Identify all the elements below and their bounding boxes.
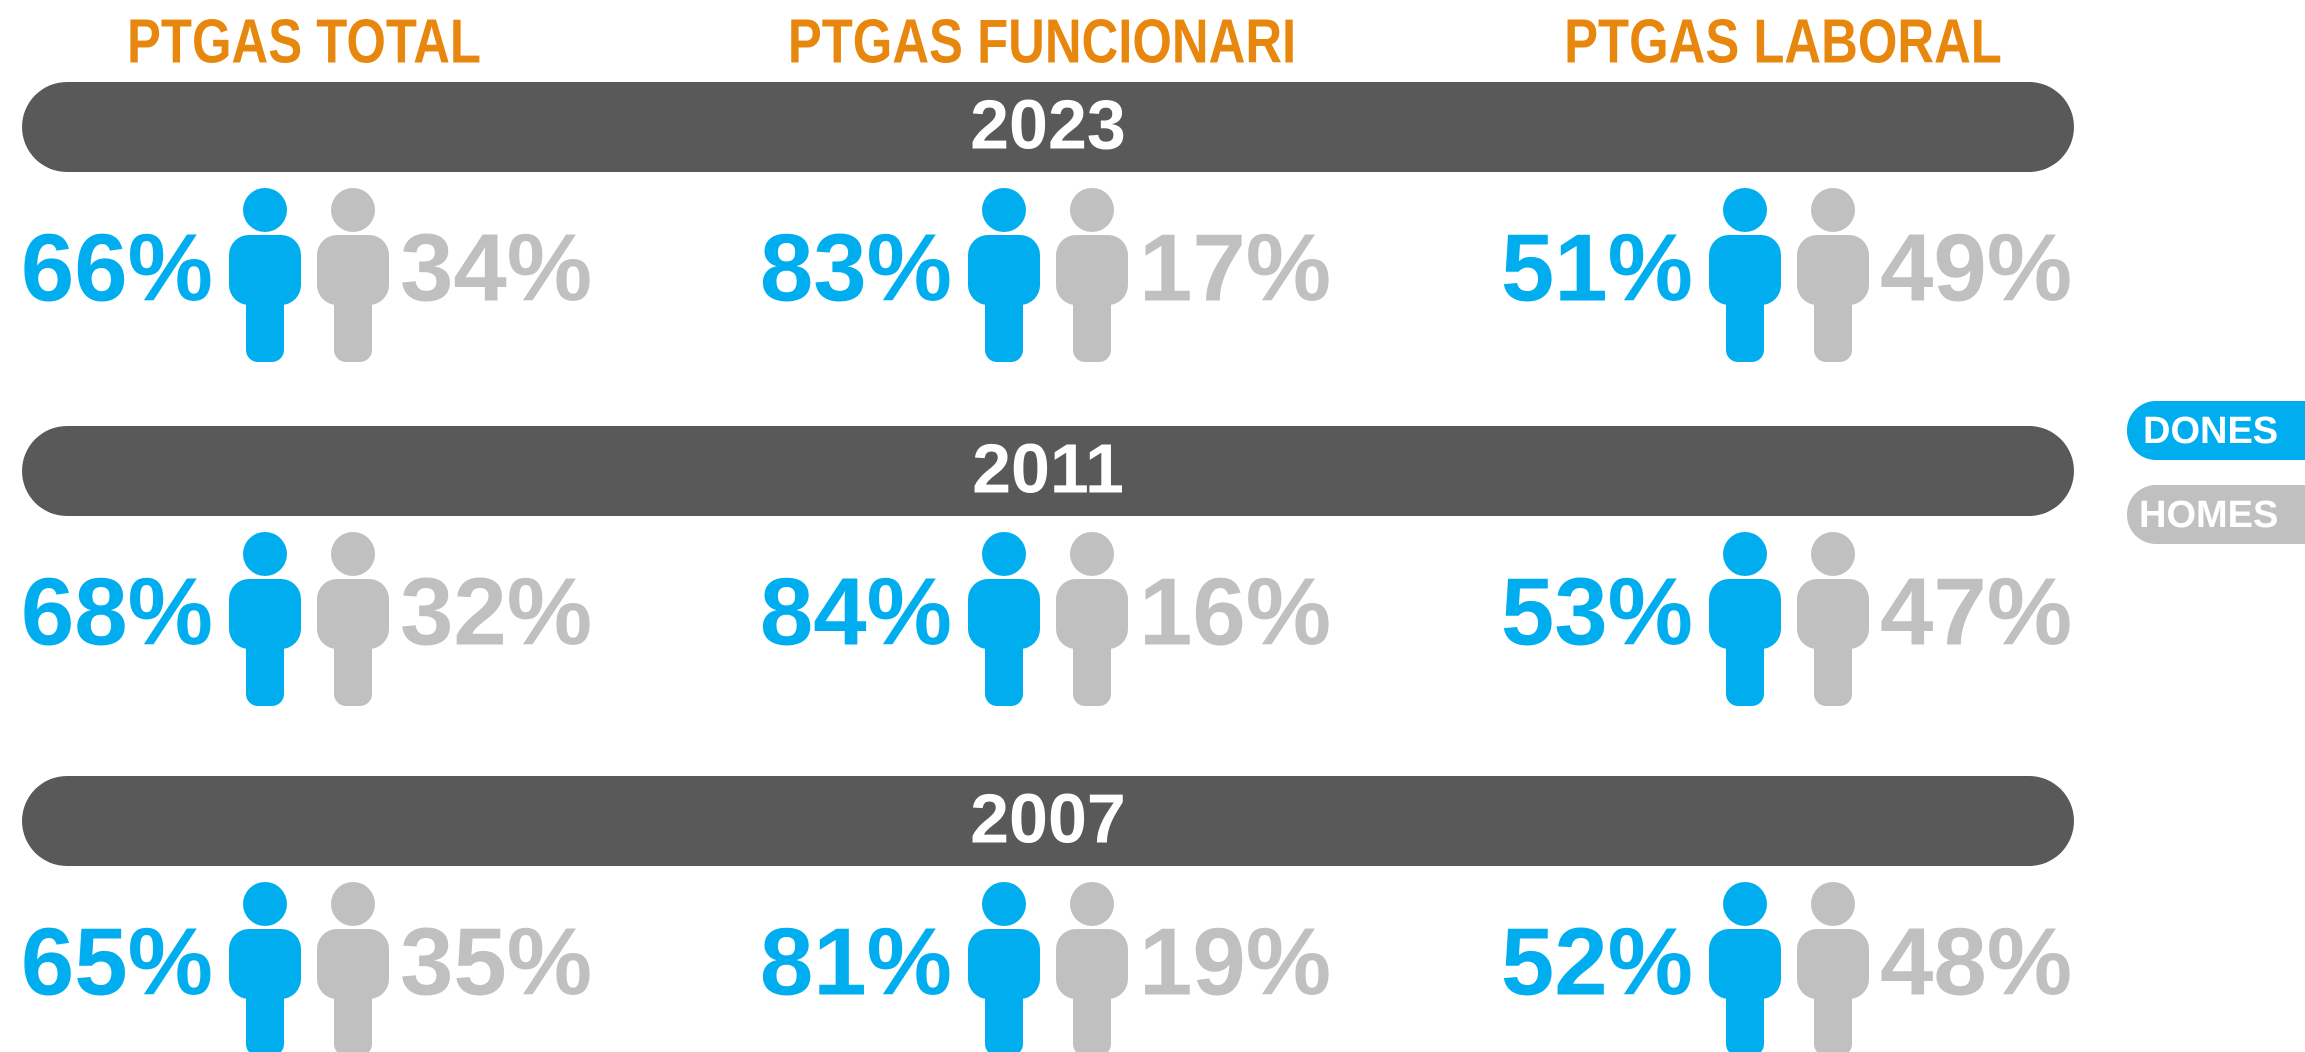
women-percent: 83% bbox=[760, 214, 952, 321]
person-legs bbox=[985, 270, 1023, 362]
person-icon bbox=[229, 188, 301, 362]
person-legs bbox=[1073, 270, 1111, 362]
year-label: 2023 bbox=[970, 85, 1126, 163]
person-legs bbox=[246, 270, 284, 362]
person-legs bbox=[1814, 614, 1852, 706]
person-legs bbox=[1726, 614, 1764, 706]
column-title: PTGAS TOTAL bbox=[127, 8, 481, 77]
men-percent: 16% bbox=[1139, 558, 1331, 665]
person-head bbox=[982, 188, 1026, 232]
person-legs bbox=[334, 270, 372, 362]
men-percent: 35% bbox=[400, 908, 592, 1015]
person-icon bbox=[1056, 532, 1128, 706]
person-icon bbox=[317, 532, 389, 706]
person-head bbox=[331, 882, 375, 926]
person-icon bbox=[1056, 882, 1128, 1052]
men-percent: 17% bbox=[1139, 214, 1331, 321]
men-percent: 34% bbox=[400, 214, 592, 321]
person-legs bbox=[334, 614, 372, 706]
person-icon bbox=[317, 188, 389, 362]
person-legs bbox=[246, 614, 284, 706]
person-legs bbox=[334, 964, 372, 1052]
person-icon bbox=[1797, 882, 1869, 1052]
legend-men: HOMES bbox=[2139, 494, 2278, 536]
person-icon bbox=[1056, 188, 1128, 362]
person-icon bbox=[229, 882, 301, 1052]
person-legs bbox=[1073, 964, 1111, 1052]
person-head bbox=[243, 532, 287, 576]
person-legs bbox=[1814, 270, 1852, 362]
women-percent: 66% bbox=[21, 214, 213, 321]
women-percent: 68% bbox=[21, 558, 213, 665]
person-icon bbox=[317, 882, 389, 1052]
person-head bbox=[1723, 532, 1767, 576]
person-legs bbox=[1726, 964, 1764, 1052]
year-label: 2011 bbox=[972, 429, 1124, 507]
person-icon bbox=[1709, 532, 1781, 706]
year-bar bbox=[22, 776, 2074, 866]
person-head bbox=[982, 532, 1026, 576]
men-percent: 32% bbox=[400, 558, 592, 665]
person-head bbox=[1070, 188, 1114, 232]
person-icon bbox=[968, 882, 1040, 1052]
person-legs bbox=[985, 964, 1023, 1052]
year-label: 2007 bbox=[970, 779, 1126, 857]
person-head bbox=[1723, 882, 1767, 926]
person-legs bbox=[985, 614, 1023, 706]
person-head bbox=[243, 188, 287, 232]
legend-men-pill bbox=[2127, 485, 2305, 544]
person-icon bbox=[1797, 188, 1869, 362]
person-head bbox=[1811, 882, 1855, 926]
men-percent: 49% bbox=[1880, 214, 2072, 321]
column-title: PTGAS FUNCIONARI bbox=[788, 8, 1296, 77]
women-percent: 81% bbox=[760, 908, 952, 1015]
person-head bbox=[331, 188, 375, 232]
women-percent: 65% bbox=[21, 908, 213, 1015]
person-head bbox=[243, 882, 287, 926]
women-percent: 53% bbox=[1501, 558, 1693, 665]
men-percent: 48% bbox=[1880, 908, 2072, 1015]
women-percent: 51% bbox=[1501, 214, 1693, 321]
person-legs bbox=[1814, 964, 1852, 1052]
person-legs bbox=[246, 964, 284, 1052]
year-bar bbox=[22, 426, 2074, 516]
women-percent: 84% bbox=[760, 558, 952, 665]
legend-women: DONES bbox=[2143, 410, 2278, 452]
women-percent: 52% bbox=[1501, 908, 1693, 1015]
person-legs bbox=[1726, 270, 1764, 362]
person-icon bbox=[1709, 882, 1781, 1052]
person-head bbox=[1811, 532, 1855, 576]
person-head bbox=[1811, 188, 1855, 232]
year-bar bbox=[22, 82, 2074, 172]
person-head bbox=[331, 532, 375, 576]
column-title: PTGAS LABORAL bbox=[1564, 8, 2002, 77]
person-icon bbox=[968, 532, 1040, 706]
person-icon bbox=[1797, 532, 1869, 706]
men-percent: 19% bbox=[1139, 908, 1331, 1015]
person-icon bbox=[968, 188, 1040, 362]
person-head bbox=[982, 882, 1026, 926]
person-legs bbox=[1073, 614, 1111, 706]
legend-women-pill bbox=[2127, 401, 2305, 460]
person-icon bbox=[229, 532, 301, 706]
person-head bbox=[1070, 882, 1114, 926]
men-percent: 47% bbox=[1880, 558, 2072, 665]
person-head bbox=[1070, 532, 1114, 576]
person-head bbox=[1723, 188, 1767, 232]
person-icon bbox=[1709, 188, 1781, 362]
